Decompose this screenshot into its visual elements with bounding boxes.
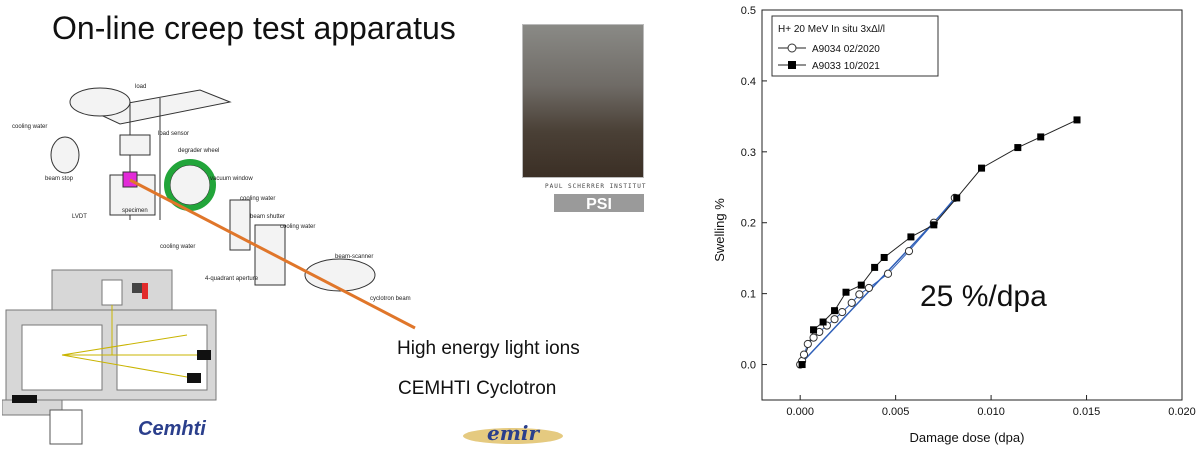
label-load: load [135,84,146,90]
x-tick-label: 0.015 [1073,406,1101,418]
data-point-a9033 [978,164,986,172]
data-point-a9033 [953,194,961,202]
data-point-a9033 [798,361,806,369]
degrader-wheel [169,164,211,206]
label-beam-shutter: beam shutter [250,214,285,220]
x-tick-label: 0.005 [882,406,910,418]
load-weight [69,87,131,117]
load-sensor-body [119,134,151,156]
cyclotron-label: CEMHTI Cyclotron [398,378,557,399]
data-point-a9033 [857,281,865,289]
x-tick-label: 0.010 [977,406,1005,418]
rate-annotation: 25 %/dpa [920,280,1047,313]
label-lvdt: LVDT [72,214,87,220]
psi-caption: PAUL SCHERRER INSTITUT [545,183,647,190]
data-point-a9033 [1073,116,1081,124]
apparatus-photo [522,24,644,178]
swelling-chart: 0.000 0.005 0.010 0.015 0.020 0.0 0.1 0.2 0.3 0.4… [712,5,1196,445]
label-degrader-wheel: degrader wheel [178,148,219,154]
series-line-2 [801,119,1078,365]
highlight-ring [164,159,216,211]
legend-marker-open-circle [787,43,797,53]
label-cooling-water-1: cooling water [12,124,47,130]
beam-stop-disk [50,136,80,174]
y-tick-label: 0.2 [741,218,756,230]
y-tick-label: 0.3 [741,147,756,159]
data-point-a9033 [1014,144,1022,152]
specimen-highlight [122,171,138,188]
legend: H+ 20 MeV In situ 3xΔl/l A9034 02/2020 A… [771,15,939,77]
data-point-a9034 [803,339,812,349]
series-line-1 [799,197,956,365]
label-cyclotron-beam: cyclotron beam [370,296,411,302]
legend-entry-2: A9033 10/2021 [812,61,880,72]
label-vacuum-window: vacuum window [210,176,253,182]
data-point-a9033 [907,233,915,241]
data-point-a9034 [830,315,839,324]
x-tick-label: 0.020 [1168,406,1196,418]
legend-marker-filled-square [788,61,796,69]
data-point-a9034 [904,246,914,256]
label-beam-stop: beam stop [45,176,74,182]
y-tick-label: 0.0 [741,360,756,372]
beam-line [129,178,416,330]
emir-logo: emir [463,421,563,445]
quadrant-aperture-body [254,224,286,286]
data-point-a9033 [871,263,879,271]
data-point-a9033 [930,221,938,229]
y-axis-label: Swelling % [712,198,727,262]
cyclotron-floorplan: Cemhti [2,269,217,445]
data-point-a9034 [799,350,809,359]
label-load-sensor: load sensor [158,131,189,137]
y-tick-label: 0.1 [741,289,756,301]
data-point-a9033 [842,288,850,296]
emir-logo-text: emir [487,421,540,445]
plot-frame [761,9,1183,401]
label-cooling-water-2: cooling water [240,196,275,202]
cemhti-logo: Cemhti [138,418,206,440]
data-point-a9034 [809,333,818,342]
legend-entry-1: A9034 02/2020 [812,44,880,55]
psi-logo: PSI [554,194,644,212]
label-specimen: specimen [122,208,148,214]
ion-label: High energy light ions [397,338,580,359]
data-point-a9034 [855,290,864,299]
beam-shutter-body [229,199,251,251]
data-point-a9034 [847,298,856,307]
legend-box [771,15,939,77]
label-quadrant-aperture: 4-quadrant aperture [205,276,259,282]
label-cooling-water-4: cooling water [160,244,195,250]
data-point-a9033 [810,326,818,334]
data-point-a9033 [819,318,827,326]
data-point-a9034 [838,307,847,317]
creep-apparatus-diagram: load cooling water load sensor degrader … [12,84,416,330]
x-tick-label: 0.000 [786,406,814,418]
data-point-a9034 [864,283,874,293]
data-point-a9033 [880,253,888,261]
label-beam-scanner: beam-scanner [335,254,373,260]
x-axis-label: Damage dose (dpa) [910,430,1025,445]
y-tick-label: 0.5 [741,5,756,17]
data-point-a9033 [831,307,839,315]
data-point-a9034 [883,269,893,278]
data-point-a9033 [1037,133,1045,141]
slide-title: On-line creep test apparatus [52,10,456,46]
y-tick-label: 0.4 [741,76,756,88]
label-cooling-water-3: cooling water [280,224,315,230]
psi-logo-text: PSI [586,196,612,212]
legend-title: H+ 20 MeV In situ 3xΔl/l [778,24,885,35]
beam-scanner-body [304,258,376,292]
